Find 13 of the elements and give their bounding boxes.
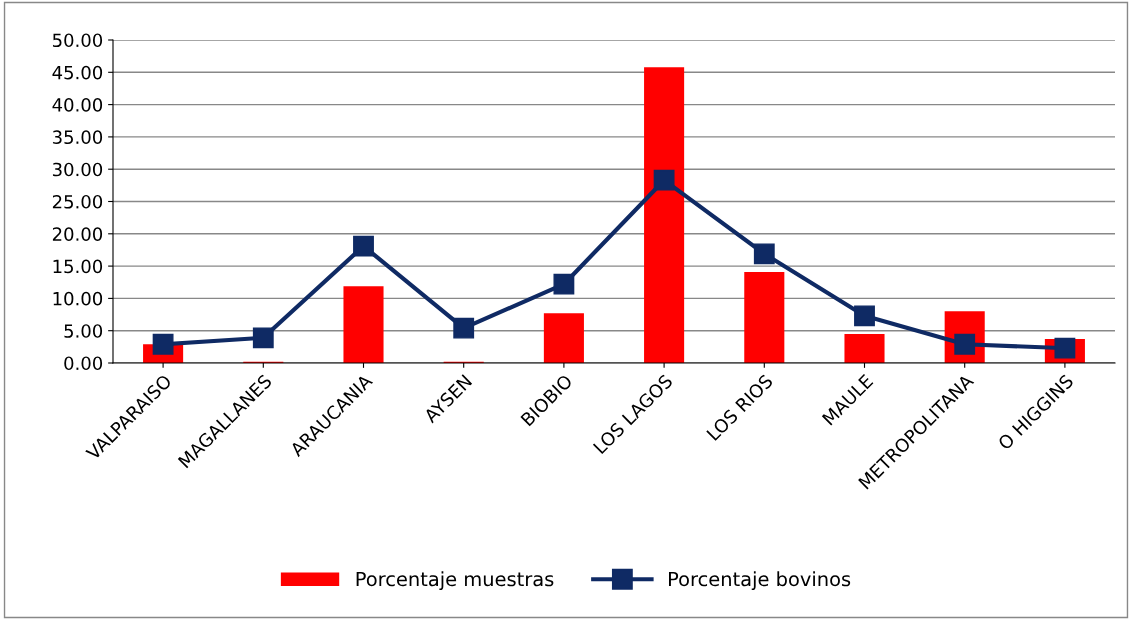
y-tick-label: 20.00: [52, 227, 103, 241]
y-tick-label: 50.00: [52, 33, 103, 48]
y-tick-label: 35.00: [52, 130, 103, 145]
y-tick-label: 25.00: [52, 194, 103, 209]
y-tick-label: 15.00: [53, 259, 103, 274]
y-tick-label: 10.00: [53, 291, 103, 306]
legend-label: Porcentaje muestras: [356, 571, 554, 591]
y-tick-label: 40.00: [52, 98, 103, 112]
y-tick-label: 30.00: [52, 162, 103, 177]
y-tick-label: 0.00: [64, 356, 103, 371]
legend-label: Porcentaje bovinos: [669, 571, 851, 591]
y-tick-label: 5.00: [64, 324, 103, 338]
y-tick-label: 45.00: [52, 65, 103, 80]
